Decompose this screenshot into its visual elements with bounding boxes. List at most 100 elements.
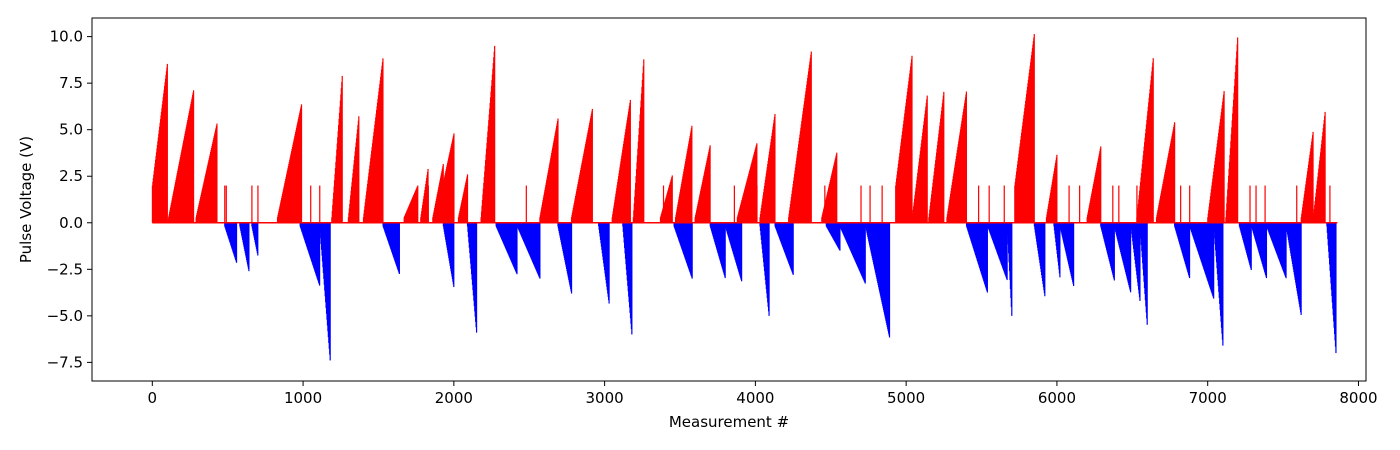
negative-pulse-bar xyxy=(1335,222,1337,354)
positive-pulse-bar xyxy=(310,185,312,223)
negative-pulse-bar xyxy=(516,222,518,275)
positive-pulse-bar xyxy=(494,45,496,223)
negative-pulse-bar xyxy=(768,222,770,316)
positive-pulse-bar xyxy=(1324,111,1326,223)
positive-pulse-bar xyxy=(662,185,665,223)
positive-pulse-bar xyxy=(774,113,776,223)
positive-pulse-bar xyxy=(1033,34,1035,223)
positive-pulse-bar xyxy=(427,185,429,223)
y-tick-label: −7.5 xyxy=(47,353,83,371)
negative-pulse-bar xyxy=(1113,222,1115,281)
positive-pulse-bar xyxy=(756,143,758,223)
axes-layer xyxy=(91,17,1367,382)
positive-pulse-bar xyxy=(591,108,593,223)
positive-pulse-bar xyxy=(943,91,945,223)
positive-pulse-bar xyxy=(1264,185,1266,223)
positive-pulse-bar xyxy=(466,174,469,223)
positive-pulse-bar xyxy=(525,185,527,223)
positive-pulse-bar xyxy=(1053,185,1055,223)
positive-pulse-bar xyxy=(251,185,253,223)
y-tick-label: 0.0 xyxy=(59,214,83,232)
negative-pulse-bar xyxy=(248,222,250,272)
positive-pulse-bar xyxy=(881,185,883,223)
negative-pulse-bar xyxy=(1222,222,1224,346)
positive-pulse-bar xyxy=(691,125,693,223)
x-axis-label: Measurement # xyxy=(669,413,789,431)
y-ticks: −7.5 −5.0 −2.5 0.0 2.5 5.0 7.5 10.0 xyxy=(47,28,92,371)
negative-pulse-bar xyxy=(1059,222,1061,278)
positive-pulse-bar xyxy=(1255,185,1257,223)
negative-pulse-bar xyxy=(1213,222,1215,299)
positive-pulse-bar xyxy=(1079,185,1081,223)
y-tick-label: 5.0 xyxy=(59,121,83,139)
negative-pulse-bar xyxy=(475,222,478,333)
negative-pulse-bar xyxy=(691,222,693,279)
positive-pulse-bar xyxy=(1223,91,1225,223)
positive-pulse-bar xyxy=(1136,185,1138,223)
positive-pulse-bar xyxy=(965,91,968,223)
positive-pulse-bar xyxy=(671,175,673,223)
positive-pulse-bar xyxy=(192,90,195,223)
negative-pulse-bar xyxy=(792,222,794,275)
positive-pulse-bar xyxy=(836,152,838,223)
positive-pulse-bar xyxy=(1056,154,1058,223)
positive-pulse-bar xyxy=(756,185,758,223)
positive-pulse-bar xyxy=(453,133,455,223)
negative-pulse-bar xyxy=(1265,222,1268,279)
positive-pulse-bar xyxy=(216,123,218,223)
positive-pulse-bar xyxy=(1180,185,1182,223)
y-tick-label: −5.0 xyxy=(47,307,83,325)
x-tick-label: 8000 xyxy=(1339,389,1377,407)
positive-pulse-bar xyxy=(824,185,826,223)
negative-pulse-bar xyxy=(539,222,541,279)
positive-pulse-bar xyxy=(1296,185,1298,223)
negative-pulse-bar xyxy=(986,222,988,293)
negative-pulse-bar xyxy=(329,222,331,361)
negative-pulse-bar xyxy=(1139,222,1141,301)
x-tick-label: 1000 xyxy=(284,389,322,407)
negative-pulse-bar xyxy=(1129,222,1132,293)
positive-pulse-bar xyxy=(625,185,627,223)
x-tick-label: 2000 xyxy=(435,389,473,407)
positive-pulse-bar xyxy=(382,58,384,223)
negative-pulse-bar xyxy=(741,222,743,282)
negative-pulse-bar xyxy=(1006,222,1008,281)
bars-layer xyxy=(151,34,1338,361)
y-tick-label: 10.0 xyxy=(50,28,83,46)
negative-pulse-bar xyxy=(864,222,866,284)
negative-pulse-bar xyxy=(1146,222,1148,325)
positive-pulse-bar xyxy=(1174,122,1176,223)
negative-pulse-bar xyxy=(839,222,841,251)
negative-pulse-bar xyxy=(257,222,259,256)
positive-pulse-bar xyxy=(733,185,735,223)
positive-pulse-bar xyxy=(166,63,168,223)
x-ticks: 0 1000 2000 3000 4000 5000 6000 7000 8000 xyxy=(148,381,1378,407)
positive-pulse-bar xyxy=(1329,185,1331,223)
y-tick-label: −2.5 xyxy=(47,260,83,278)
x-tick-label: 3000 xyxy=(586,389,624,407)
positive-pulse-bar xyxy=(300,104,303,223)
negative-pulse-bar xyxy=(398,222,400,275)
positive-pulse-bar xyxy=(1312,131,1314,223)
negative-pulse-bar xyxy=(888,222,891,338)
negative-pulse-bar xyxy=(1073,222,1075,287)
positive-pulse-bar xyxy=(1249,185,1251,223)
positive-pulse-bar xyxy=(643,59,645,223)
plot-frame xyxy=(91,17,1367,382)
positive-pulse-bar xyxy=(860,185,862,223)
negative-pulse-bar xyxy=(570,222,573,294)
positive-pulse-bar xyxy=(1189,185,1191,223)
positive-pulse-bar xyxy=(358,116,360,223)
y-axis-label: Pulse Voltage (V) xyxy=(17,136,35,263)
x-tick-label: 7000 xyxy=(1189,389,1227,407)
y-tick-label: 7.5 xyxy=(59,74,83,92)
x-tick-label: 4000 xyxy=(736,389,774,407)
positive-pulse-bar xyxy=(224,185,226,223)
x-tick-label: 6000 xyxy=(1038,389,1076,407)
positive-pulse-bar xyxy=(1068,185,1070,223)
negative-pulse-bar xyxy=(1188,222,1191,279)
positive-pulse-bar xyxy=(557,118,559,223)
positive-pulse-bar xyxy=(709,145,711,223)
positive-pulse-bar xyxy=(810,51,812,223)
